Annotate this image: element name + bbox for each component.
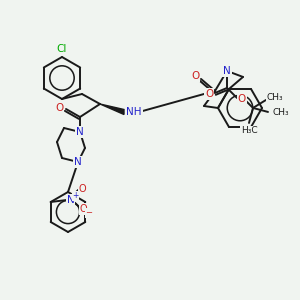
Text: O: O [205, 89, 213, 99]
Text: O: O [55, 103, 63, 113]
Text: CH₃: CH₃ [273, 108, 289, 117]
Text: CH₃: CH₃ [267, 93, 283, 102]
Text: N: N [74, 157, 82, 167]
Polygon shape [100, 104, 124, 115]
Text: N: N [67, 195, 75, 205]
Text: N: N [76, 127, 84, 137]
Text: H₃C: H₃C [241, 126, 257, 135]
Text: NH: NH [126, 107, 142, 117]
Text: O: O [191, 71, 199, 81]
Text: O: O [80, 204, 88, 214]
Text: O: O [238, 94, 246, 104]
Text: +: + [73, 191, 79, 200]
Text: Cl: Cl [57, 44, 67, 54]
Text: O: O [79, 184, 86, 194]
Text: −: − [85, 208, 92, 217]
Text: N: N [223, 66, 231, 76]
Text: N: N [76, 127, 84, 137]
Text: NH: NH [126, 107, 142, 117]
